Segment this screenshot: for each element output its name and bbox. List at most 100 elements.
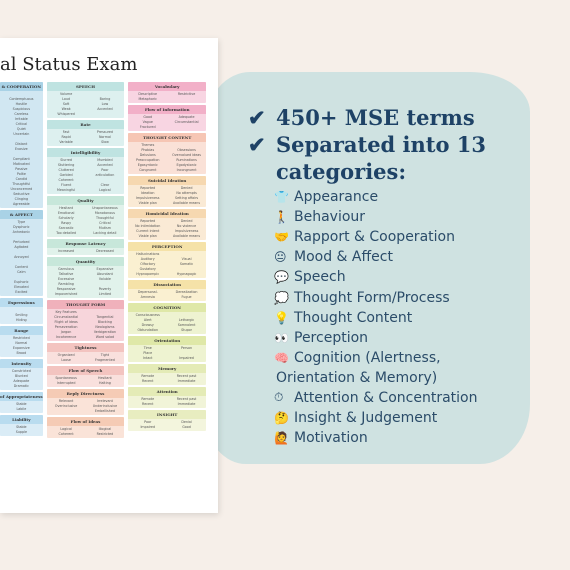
worksheet-term: Blunted	[14, 374, 28, 378]
worksheet-term: Ruminations	[176, 158, 197, 162]
headline: ✔ 450+ MSE terms	[248, 104, 520, 131]
category-label: Thought Content	[294, 309, 413, 326]
worksheet-term: Stuttering	[57, 163, 75, 167]
worksheet-section-terms: Descriptive Restrictive Metaphoric	[128, 91, 206, 103]
worksheet-term: Clear	[100, 183, 110, 187]
category-item: 😐 Mood & Affect	[274, 247, 520, 267]
worksheet-section-header: & AFFECT	[0, 210, 43, 219]
worksheet-term: Accented	[97, 107, 113, 111]
worksheet-section: Liability Stable Supple	[0, 415, 43, 436]
worksheet-term: Evasive	[15, 147, 28, 151]
worksheet-term: Mutism	[98, 226, 111, 230]
worksheet-term: Consciousness	[135, 313, 160, 317]
worksheet-section-terms: Constricted Blunted Adequate Dramatic	[0, 368, 43, 390]
worksheet-term: Meaningful	[56, 188, 76, 192]
worksheet-section: COGNITION Consciousness Alert Lethargic Dro…	[128, 303, 206, 334]
worksheet-columns: & COOPERATION Contemptuous Hostile Suspici…	[0, 82, 206, 502]
worksheet-term: Gustatory	[139, 267, 156, 271]
worksheet-term: Neologisms	[95, 325, 115, 329]
category-label: Motivation	[294, 430, 368, 447]
speech-bubble-icon: 💬	[274, 270, 289, 285]
worksheet-term: Labile	[16, 407, 27, 411]
worksheet-term: Overinclusive	[54, 404, 78, 408]
worksheet-term: Hallucinations	[136, 252, 160, 256]
worksheet-term: Pressured	[96, 130, 114, 134]
worksheet-term: Interrupted	[56, 381, 76, 385]
headline-text: 450+ MSE terms	[276, 105, 475, 130]
worksheet-section-terms: Consciousness Alert Lethargic Drowsy Somnol…	[128, 312, 206, 334]
worksheet-term: articulation	[95, 173, 115, 177]
worksheet-term: Somatic	[179, 262, 194, 266]
worksheet-section: Memory Remote Recent past Recent Immediate	[128, 364, 206, 385]
worksheet-section-header: Intelligibility	[46, 148, 125, 157]
worksheet-term: Circumstantial	[54, 315, 79, 319]
worksheet-term: Expansive	[96, 267, 114, 271]
thought-bubble-icon: 💭	[274, 290, 289, 305]
category-item: 🚶 Behaviour	[274, 207, 520, 227]
worksheet-section-header: Reply Directness	[46, 389, 125, 398]
worksheet-term: Organized	[57, 353, 75, 357]
category-label: Appearance	[294, 189, 379, 206]
worksheet-term: Word salad	[95, 335, 115, 339]
worksheet-term: Relevant	[58, 399, 74, 403]
worksheet-section-terms: Contemptuous Hostile Suspicious Careless Irr…	[0, 91, 43, 208]
worksheet-term: Hostile	[15, 102, 28, 106]
worksheet-section: SPEECH Volume Loud Boring Soft Low Weak Accent…	[46, 82, 125, 118]
worksheet-term: Perseveration	[54, 325, 78, 329]
worksheet-section: Orientation Time Person Place Intact Impaire…	[128, 336, 206, 362]
checkmark-icon: ✔	[248, 105, 266, 130]
worksheet-term: Spontaneous	[55, 376, 77, 380]
worksheet-term: Congruent	[139, 168, 157, 172]
worksheet-term: Excessive	[58, 277, 75, 281]
worksheet-term: Euphoric	[14, 280, 29, 284]
worksheet-section-header: Flow of Information	[128, 105, 206, 114]
worksheet-section-terms: Key Features Circumstantial Tangential Fli…	[47, 309, 125, 341]
worksheet-term: Hypnagogic	[176, 272, 197, 276]
category-list: 👕 Appearance 🚶 Behaviour 🤝 Rapport & Cooperat…	[274, 187, 520, 448]
worksheet-section: Dissociation Depersonal. Derealization Amne…	[128, 280, 206, 301]
worksheet-section-header: Memory	[128, 364, 206, 373]
worksheet-term: Circumstantial	[174, 120, 199, 124]
worksheet-term: Person	[181, 346, 193, 350]
worksheet-term: Cluttered	[58, 168, 74, 172]
worksheet-section: Intensity Constricted Blunted Adequate Drama…	[0, 359, 43, 390]
worksheet-section: Flow of Speech Spontaneous Hesitant Interru…	[46, 366, 125, 387]
worksheet-section-header: Expressions	[0, 298, 43, 307]
worksheet-term: Annoyed	[14, 255, 29, 259]
worksheet-section: Intelligibility Slurred Mumbled Stuttering A…	[46, 148, 125, 194]
worksheet-term: Impulsiveness	[136, 196, 160, 200]
category-item: 💬 Speech	[274, 267, 520, 287]
worksheet-term: Stable	[16, 425, 27, 429]
worksheet-term: Sarcastic	[58, 226, 74, 230]
worksheet-term: Decreased	[96, 249, 114, 253]
worksheet-term: Reported	[140, 186, 156, 190]
worksheet-term: Whispered	[57, 112, 75, 116]
worksheet-term: Lethargic	[178, 318, 195, 322]
worksheet-term: Fluent	[60, 183, 72, 187]
worksheet-section: Quality Hesitant Unspontaneous Emotional Mon…	[46, 196, 125, 237]
worksheet-term: Immediate	[177, 402, 196, 406]
worksheet-term: Slow	[101, 140, 109, 144]
worksheet-section: & AFFECT Type Dysphoric Anhedonic Perturbed…	[0, 210, 43, 296]
worksheet-section-terms: Spontaneous Hesitant Interrupted Halting	[47, 375, 125, 387]
worksheet-section-terms: Poor Denial Impaired Good	[128, 419, 206, 431]
worksheet-term: Drowsy	[141, 323, 154, 327]
worksheet-term: Embellished	[94, 409, 115, 413]
worksheet-term: Calm	[17, 270, 26, 274]
headline: ✔ Separated into 13	[248, 131, 520, 158]
worksheet-section: Suicidal Ideation Reported Denied Ideation N…	[128, 176, 206, 207]
worksheet-column: Vocabulary Descriptive Restrictive Metaphor…	[128, 82, 206, 502]
worksheet-term: Preoccupation	[136, 158, 160, 162]
worksheet-section: PERCEPTION Hallucinations Auditory Visual O…	[128, 242, 206, 278]
worksheet-section-terms: Depersonal. Derealization Amnesia Fugue	[128, 289, 206, 301]
worksheet-term: Impulsiveness	[174, 229, 199, 233]
worksheet-section: Flow of Information Good Adequate Vague Circ…	[128, 105, 206, 131]
worksheet-section-terms: Type Dysphoric Anhedonic Perturbed Agitated…	[0, 219, 43, 296]
worksheet-section: Range Restricted Normal Expansive Broad	[0, 326, 43, 357]
worksheet-term: Denial	[181, 420, 192, 424]
worksheet-term: Adequate	[178, 115, 195, 119]
worksheet-term: Incoherence	[55, 335, 77, 339]
worksheet-section-header: Intensity	[0, 359, 43, 368]
worksheet-section-header: INSIGHT	[128, 410, 206, 419]
worksheet-term	[167, 97, 206, 102]
